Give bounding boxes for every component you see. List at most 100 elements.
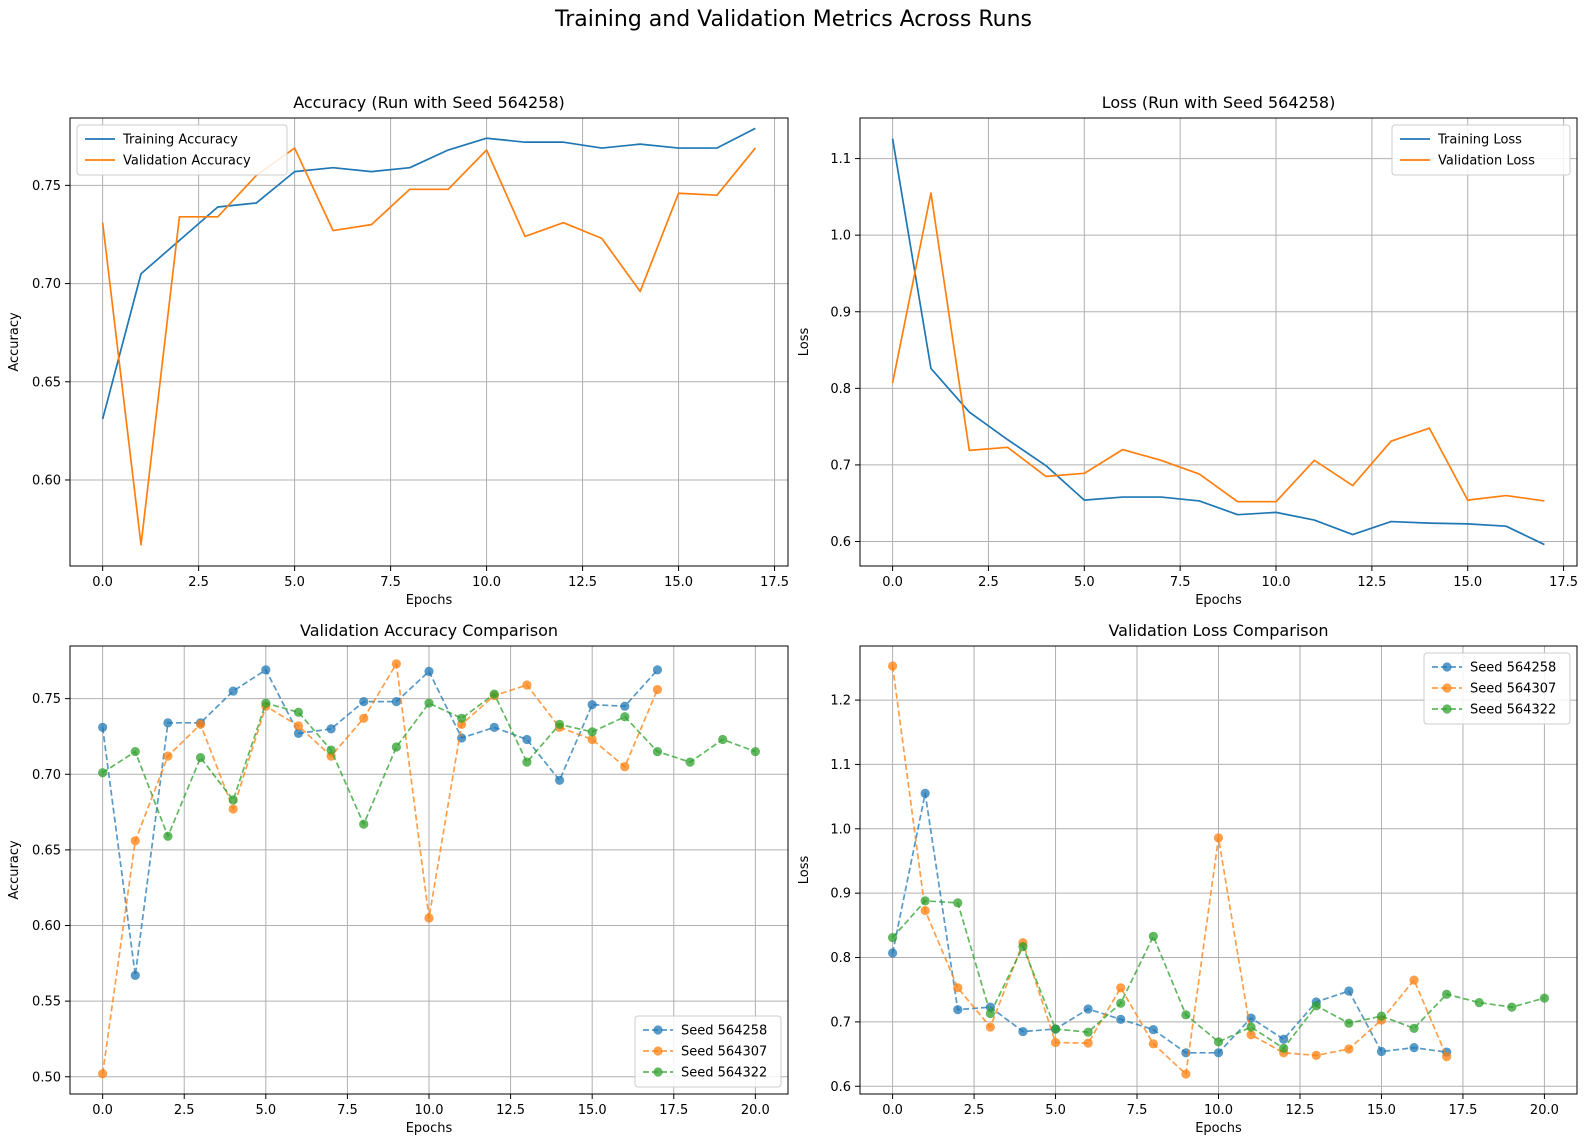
x-tick-label: 0.0	[882, 575, 903, 590]
data-point	[1409, 1043, 1419, 1053]
data-point	[391, 697, 401, 707]
x-tick-label: 2.5	[964, 1103, 985, 1118]
y-axis-label: Loss	[797, 328, 812, 357]
x-tick-label: 0.0	[92, 1103, 113, 1118]
legend-label: Training Accuracy	[122, 133, 238, 148]
legend-label: Seed 564322	[1470, 703, 1556, 718]
legend-marker	[1442, 662, 1452, 672]
data-point	[522, 757, 532, 767]
data-point	[587, 727, 597, 737]
data-point	[228, 804, 238, 814]
data-point	[920, 905, 930, 916]
series-line	[101, 662, 659, 1074]
data-point	[1018, 1026, 1028, 1037]
data-point	[163, 831, 173, 841]
x-tick-label: 7.5	[1127, 1103, 1148, 1118]
series-group	[891, 138, 1545, 546]
data-point	[620, 712, 630, 722]
x-tick-label: 0.0	[92, 575, 113, 590]
data-point	[1050, 1024, 1061, 1034]
series-group	[101, 127, 757, 546]
data-point	[359, 819, 369, 829]
x-tick-label: 5.0	[1045, 1103, 1066, 1118]
y-tick-label: 0.8	[830, 382, 851, 397]
data-point	[985, 1008, 995, 1019]
y-tick-label: 0.8	[830, 951, 851, 966]
x-tick-label: 20.0	[1530, 1103, 1559, 1118]
x-tick-label: 15.0	[664, 575, 693, 590]
x-tick-label: 2.5	[174, 1103, 195, 1118]
data-point	[685, 757, 695, 767]
y-axis-label: Accuracy	[7, 840, 22, 900]
legend-label: Seed 564307	[681, 1045, 767, 1060]
data-point	[261, 698, 271, 708]
data-point	[750, 746, 760, 757]
legend-label: Seed 564258	[681, 1024, 767, 1039]
data-point	[1116, 1014, 1126, 1024]
legend-marker	[653, 1046, 663, 1056]
y-tick-label: 1.0	[830, 229, 851, 244]
series-line	[102, 693, 756, 838]
data-point	[489, 722, 499, 732]
data-point	[1213, 1048, 1224, 1058]
figure-title: Training and Validation Metrics Across R…	[554, 7, 1032, 32]
data-point	[522, 680, 532, 690]
data-point	[587, 734, 597, 745]
chart-title: Loss (Run with Seed 564258)	[1102, 93, 1336, 112]
data-point	[554, 775, 565, 785]
series-line	[891, 900, 1545, 1050]
series-line	[101, 127, 756, 420]
data-point	[718, 734, 728, 745]
y-tick-label: 1.1	[830, 152, 851, 167]
x-axis-label: Epochs	[406, 593, 453, 608]
chart-train-loss: 0.0 2.5 5.0 7.5 10.0 12.5 15.0 17.5 0.6 0.7 0.8 0.9…	[797, 93, 1578, 608]
data-point	[98, 722, 108, 732]
axes-frame	[69, 645, 789, 1095]
data-point	[887, 948, 898, 958]
y-tick-label: 1.2	[830, 694, 851, 709]
series-group	[887, 661, 1550, 1079]
y-tick-label: 0.6	[830, 535, 851, 550]
data-point	[522, 734, 532, 745]
data-point	[195, 753, 206, 763]
x-tick-label: 17.5	[1549, 575, 1578, 590]
legend-box	[1423, 652, 1571, 725]
data-point	[261, 665, 271, 675]
data-point	[391, 742, 401, 752]
legend-marker	[653, 1025, 663, 1035]
data-point	[1311, 1050, 1321, 1060]
data-point	[1279, 1043, 1289, 1053]
data-point	[1279, 1034, 1289, 1044]
legend: Seed 564258 Seed 564307 Seed 564322	[634, 1015, 782, 1088]
series-line	[891, 792, 1447, 1054]
data-point	[1474, 997, 1484, 1008]
data-point	[424, 698, 434, 708]
axes-frame	[69, 117, 789, 567]
legend-label: Training Loss	[1437, 133, 1522, 148]
data-point	[391, 659, 401, 669]
grid-train-acc	[70, 118, 788, 566]
x-tick-label: 10.0	[1262, 575, 1291, 590]
data-point	[359, 697, 369, 707]
legend-label: Validation Loss	[1438, 154, 1535, 169]
data-point	[587, 700, 597, 710]
y-tick-label: 0.65	[32, 375, 61, 390]
data-point	[1409, 1023, 1419, 1033]
data-point	[1050, 1037, 1061, 1048]
data-point	[953, 983, 963, 993]
data-point	[228, 795, 238, 805]
data-point	[1083, 1038, 1093, 1048]
data-point	[1213, 1037, 1224, 1047]
axes-frame	[859, 645, 1578, 1095]
data-point	[1083, 1027, 1093, 1037]
series-line	[891, 665, 1448, 1075]
data-point	[326, 745, 336, 755]
y-axis-label: Loss	[797, 856, 812, 885]
y-tick-label: 0.75	[32, 692, 61, 707]
x-tick-label: 17.5	[659, 1103, 688, 1118]
data-point	[326, 724, 336, 734]
data-point	[424, 666, 434, 677]
data-point	[293, 707, 304, 717]
data-point	[1344, 1044, 1354, 1054]
